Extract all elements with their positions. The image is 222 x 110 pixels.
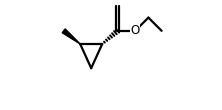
Polygon shape [62, 29, 80, 44]
Text: O: O [131, 24, 140, 37]
